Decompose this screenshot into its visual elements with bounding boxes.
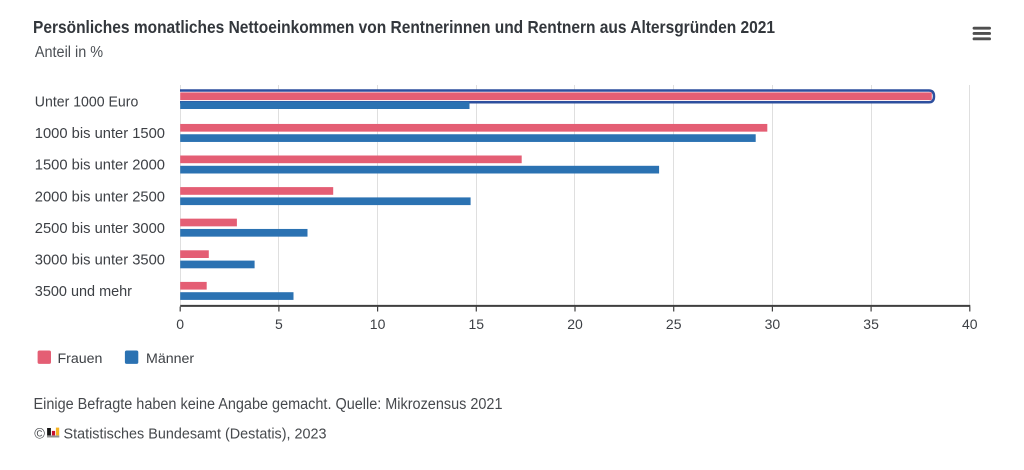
svg-text:Statistisches Bundesamt (Desta: Statistisches Bundesamt (Destatis), 2023 <box>64 425 327 442</box>
svg-text:Einige Befragte haben keine An: Einige Befragte haben keine Angabe gemac… <box>34 396 503 413</box>
svg-text:0: 0 <box>176 316 184 332</box>
svg-text:30: 30 <box>765 316 781 332</box>
svg-text:Frauen: Frauen <box>58 351 103 367</box>
svg-text:40: 40 <box>962 316 978 332</box>
svg-text:3000 bis unter 3500: 3000 bis unter 3500 <box>35 253 165 269</box>
svg-text:15: 15 <box>469 316 485 332</box>
svg-text:Männer: Männer <box>146 351 194 367</box>
svg-text:1500 bis unter 2000: 1500 bis unter 2000 <box>35 158 165 174</box>
svg-text:20: 20 <box>567 316 583 332</box>
svg-text:10: 10 <box>370 316 386 332</box>
svg-text:3500 und mehr: 3500 und mehr <box>35 284 132 300</box>
svg-text:35: 35 <box>863 316 879 332</box>
svg-text:1000 bis unter 1500: 1000 bis unter 1500 <box>35 126 165 142</box>
svg-text:2500 bis unter 3000: 2500 bis unter 3000 <box>35 221 165 237</box>
svg-text:Anteil in %: Anteil in % <box>35 44 103 61</box>
svg-text:Persönliches monatliches Netto: Persönliches monatliches Nettoeinkommen … <box>33 17 775 37</box>
svg-text:25: 25 <box>666 316 682 332</box>
svg-text:2000 bis unter 2500: 2000 bis unter 2500 <box>35 189 165 205</box>
svg-text:Unter 1000 Euro: Unter 1000 Euro <box>35 95 139 111</box>
svg-text:5: 5 <box>275 316 283 332</box>
svg-text:©: © <box>34 426 45 442</box>
